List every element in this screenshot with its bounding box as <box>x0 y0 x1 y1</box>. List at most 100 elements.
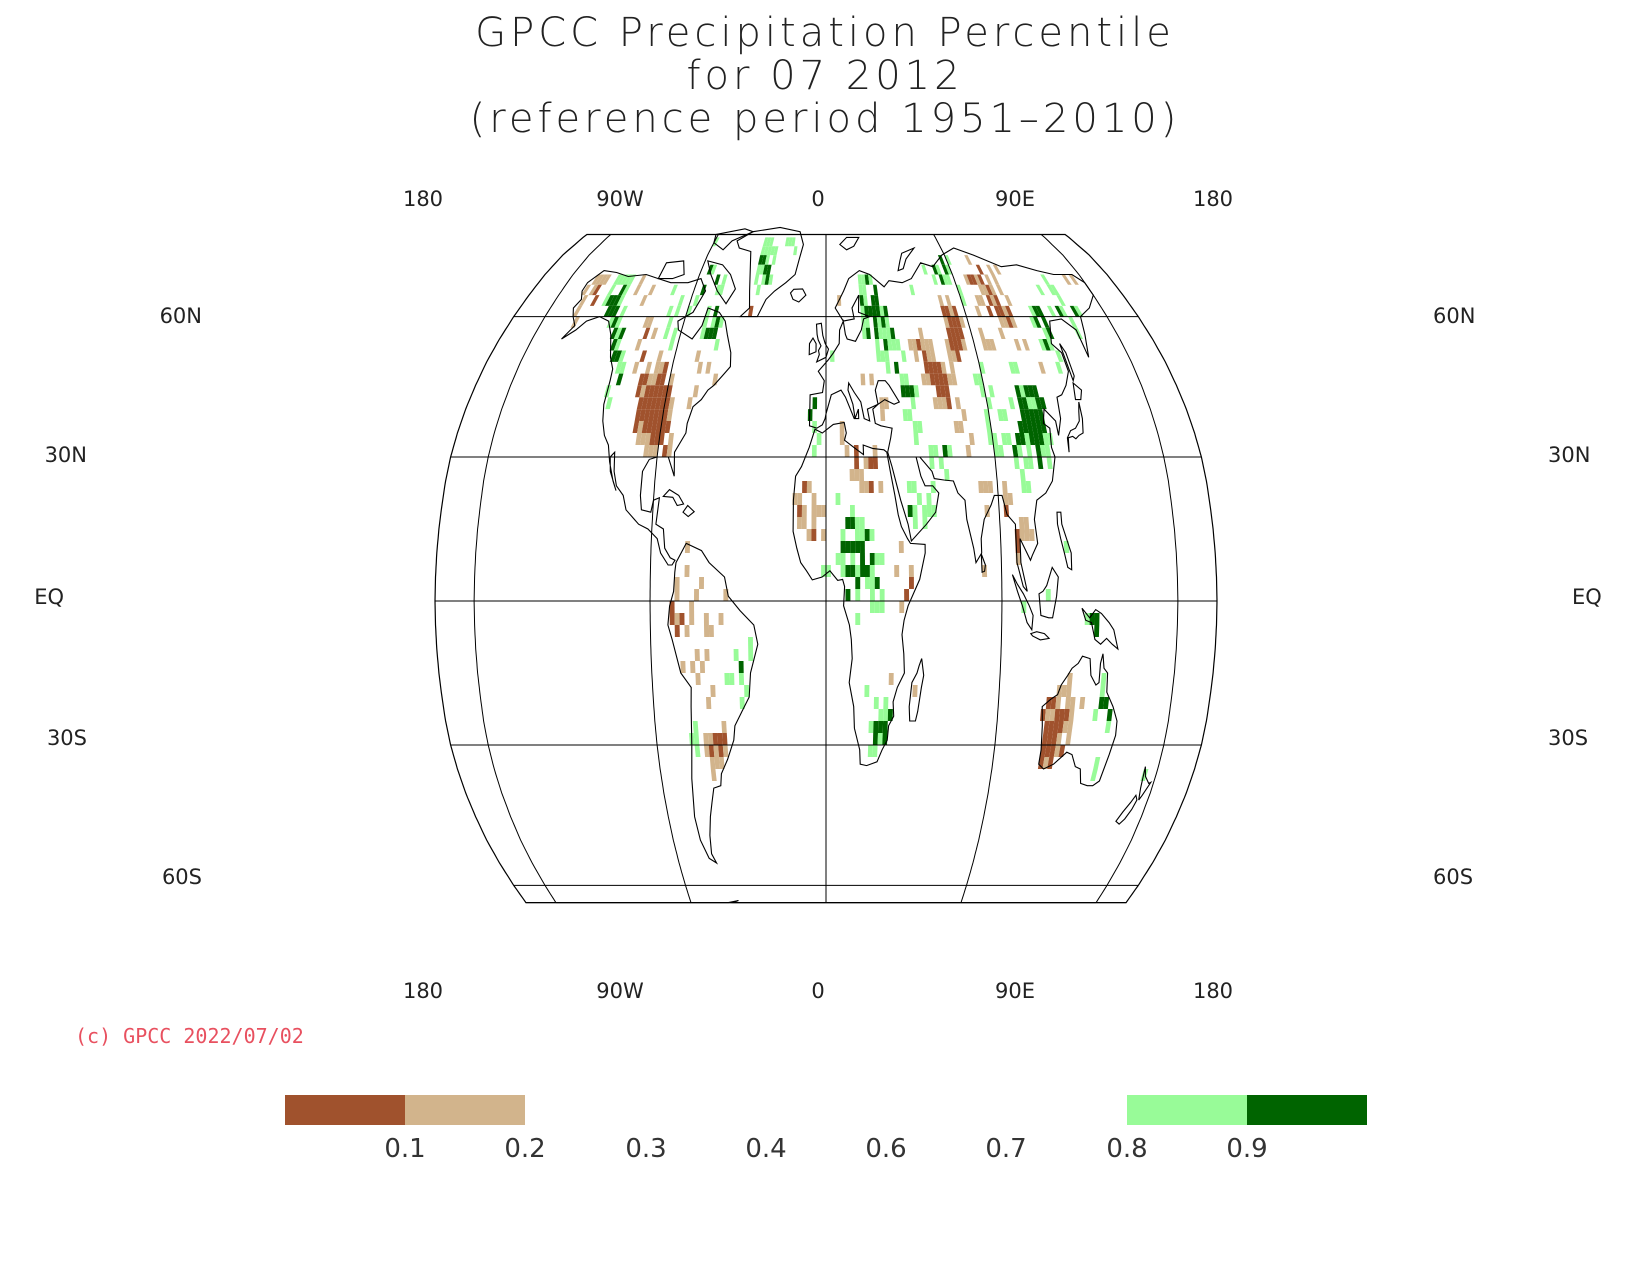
percentile-cell <box>941 264 949 275</box>
percentile-cell <box>860 373 866 386</box>
percentile-cell <box>868 481 874 493</box>
percentile-cell <box>941 274 949 285</box>
percentile-cell <box>885 327 892 339</box>
coastline-sri-lanka <box>980 553 986 573</box>
percentile-cell <box>900 385 906 398</box>
percentile-cell <box>880 409 886 421</box>
percentile-cell <box>712 733 719 745</box>
percentile-cell <box>872 445 878 457</box>
percentile-cell <box>874 577 880 589</box>
percentile-cell <box>995 284 1005 296</box>
percentile-cell <box>883 697 889 709</box>
percentile-cell <box>646 316 655 328</box>
percentile-cell <box>929 373 936 386</box>
percentile-cell <box>666 409 673 421</box>
percentile-cell <box>902 409 908 421</box>
percentile-cell <box>928 339 935 351</box>
percentile-cell <box>872 457 878 469</box>
percentile-cell <box>797 493 803 505</box>
percentile-cell <box>961 409 968 421</box>
percentile-cell <box>692 721 699 733</box>
percentile-cell <box>635 385 642 398</box>
percentile-cell <box>883 339 889 351</box>
percentile-cell <box>663 397 671 410</box>
percentile-cell <box>748 649 754 661</box>
coastline-ireland <box>808 337 817 356</box>
percentile-cell <box>981 339 989 351</box>
percentile-cell <box>880 316 886 328</box>
percentile-cell <box>854 469 860 481</box>
percentile-cell <box>988 385 995 398</box>
percentile-cell <box>855 565 861 577</box>
percentile-cell <box>932 445 939 457</box>
percentile-cell <box>710 264 718 275</box>
percentile-cell <box>1044 745 1052 757</box>
percentile-cell <box>877 327 884 339</box>
percentile-cell <box>921 264 928 275</box>
percentile-cell <box>801 505 807 517</box>
percentile-cell <box>952 339 960 351</box>
percentile-cell <box>985 397 993 410</box>
percentile-cell <box>729 673 735 685</box>
percentile-cell <box>850 565 856 577</box>
percentile-cell <box>909 284 916 296</box>
percentile-cell <box>997 327 1006 339</box>
percentile-cell <box>1014 433 1022 445</box>
percentile-cell <box>1058 745 1066 757</box>
percentile-cell <box>670 327 679 339</box>
percentile-cell <box>840 541 846 553</box>
percentile-cell <box>704 625 710 637</box>
percentile-cell <box>879 553 885 565</box>
percentile-cell <box>931 274 938 285</box>
percentile-cell <box>869 553 875 565</box>
percentile-cell <box>689 613 695 625</box>
lon-label-bottom-180e: 180 <box>1193 979 1233 1003</box>
percentile-cell <box>911 481 917 493</box>
percentile-cell <box>642 327 651 339</box>
percentile-cell <box>1023 517 1030 529</box>
percentile-cell <box>858 284 864 296</box>
percentile-cell <box>938 373 945 386</box>
percentile-cell <box>632 361 640 374</box>
coastline-hokkaido <box>1072 381 1083 401</box>
percentile-cell <box>945 327 953 339</box>
percentile-cell <box>864 481 869 493</box>
percentile-cell <box>588 284 599 296</box>
percentile-cell <box>1055 733 1063 745</box>
percentile-cell <box>710 769 717 781</box>
percentile-cell <box>985 305 994 317</box>
coastline-new-zealand-s <box>1115 793 1138 825</box>
percentile-cell <box>1034 397 1043 410</box>
percentile-cell <box>1061 685 1067 697</box>
percentile-cell <box>806 481 812 493</box>
percentile-cell <box>1064 697 1071 709</box>
percentile-cell <box>1046 339 1055 351</box>
percentile-cell <box>884 350 890 362</box>
percentile-cell <box>1038 339 1047 351</box>
percentile-cell <box>976 373 984 386</box>
copyright-notice: (c) GPCC 2022/07/02 <box>75 1024 304 1048</box>
percentile-cell <box>763 246 770 256</box>
percentile-cell <box>860 553 865 565</box>
percentile-cell <box>619 305 628 317</box>
percentile-cell <box>954 397 962 410</box>
percentile-cell <box>1012 445 1019 457</box>
percentile-cell <box>840 565 846 577</box>
percentile-cell <box>989 339 997 351</box>
percentile-cell <box>572 305 583 317</box>
percentile-cell <box>1044 709 1051 721</box>
percentile-cell <box>882 721 888 733</box>
percentile-cell <box>1063 541 1070 553</box>
percentile-cell <box>722 745 729 757</box>
percentile-cell <box>606 316 616 328</box>
percentile-cell <box>693 733 700 745</box>
percentile-cell <box>932 361 939 374</box>
percentile-cell <box>670 284 678 296</box>
percentile-cell <box>704 649 710 661</box>
percentile-cell <box>937 295 945 306</box>
percentile-cell <box>644 433 651 445</box>
percentile-cell <box>850 517 855 529</box>
percentile-cell <box>974 295 983 306</box>
percentile-cell <box>889 327 896 339</box>
percentile-cell <box>904 385 911 398</box>
